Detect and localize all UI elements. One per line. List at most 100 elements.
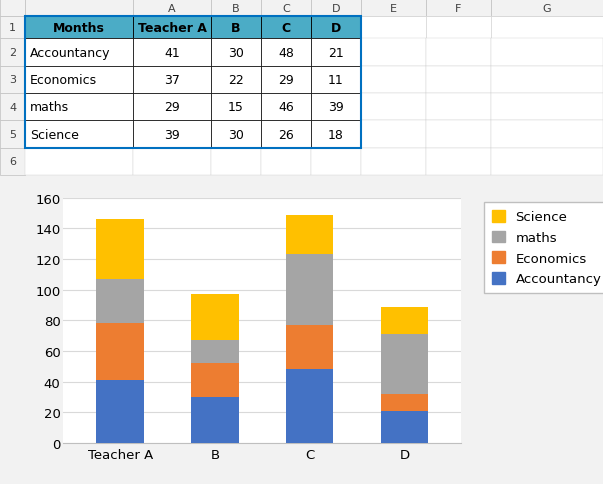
Bar <box>286 215 333 255</box>
Text: G: G <box>543 3 551 14</box>
Bar <box>361 17 426 39</box>
Bar <box>311 67 361 94</box>
Bar <box>0 67 25 94</box>
Text: Months: Months <box>53 22 105 35</box>
Bar <box>311 94 361 121</box>
Bar <box>191 295 239 341</box>
Text: 3: 3 <box>9 76 16 85</box>
Text: Teacher A: Teacher A <box>137 22 206 35</box>
Bar <box>380 411 428 443</box>
Bar <box>286 255 333 325</box>
Bar <box>261 67 311 94</box>
Bar <box>0 149 25 176</box>
Text: 29: 29 <box>278 74 294 87</box>
Bar <box>96 220 144 279</box>
Bar <box>380 334 428 394</box>
Bar <box>191 363 239 397</box>
Bar <box>211 149 261 176</box>
Bar <box>96 324 144 380</box>
Bar <box>25 94 133 121</box>
Bar <box>96 279 144 324</box>
Bar <box>261 121 311 149</box>
Text: 21: 21 <box>328 46 344 60</box>
Bar <box>0 17 25 39</box>
Bar <box>361 39 426 67</box>
Bar <box>133 121 211 149</box>
Text: 1: 1 <box>9 23 16 33</box>
Text: C: C <box>282 3 290 14</box>
Bar <box>286 325 333 370</box>
Text: 6: 6 <box>9 157 16 167</box>
Bar <box>311 121 361 149</box>
Bar <box>0 121 25 149</box>
Bar <box>261 94 311 121</box>
Bar <box>311 17 361 39</box>
Bar <box>133 17 211 39</box>
Bar <box>261 0 311 17</box>
Bar <box>491 149 603 176</box>
Bar <box>25 17 361 149</box>
Text: A: A <box>168 3 176 14</box>
Bar <box>491 17 603 39</box>
Bar <box>211 67 261 94</box>
Text: B: B <box>231 22 241 35</box>
Bar <box>133 94 211 121</box>
Bar <box>426 0 491 17</box>
Text: 37: 37 <box>164 74 180 87</box>
Text: 30: 30 <box>228 128 244 141</box>
Bar <box>0 0 25 17</box>
Bar <box>491 67 603 94</box>
Bar <box>25 17 133 39</box>
Bar <box>0 94 25 121</box>
Text: 11: 11 <box>328 74 344 87</box>
Text: D: D <box>331 22 341 35</box>
Bar <box>361 121 426 149</box>
Bar <box>25 67 133 94</box>
Text: 39: 39 <box>164 128 180 141</box>
Bar <box>361 0 426 17</box>
Text: Science: Science <box>30 128 79 141</box>
Text: 18: 18 <box>328 128 344 141</box>
Bar <box>133 39 211 67</box>
Text: 4: 4 <box>9 103 16 112</box>
Bar <box>0 39 25 67</box>
Bar <box>491 121 603 149</box>
Text: C: C <box>282 22 291 35</box>
Text: Economics: Economics <box>30 74 97 87</box>
Bar <box>25 121 133 149</box>
Bar <box>426 94 491 121</box>
Bar <box>25 0 133 17</box>
Legend: Science, maths, Economics, Accountancy: Science, maths, Economics, Accountancy <box>484 203 603 294</box>
Text: Accountancy: Accountancy <box>30 46 110 60</box>
Bar <box>191 341 239 363</box>
Bar <box>261 149 311 176</box>
Bar <box>311 39 361 67</box>
Bar <box>426 149 491 176</box>
Bar <box>491 39 603 67</box>
Bar <box>25 149 133 176</box>
Bar <box>261 17 311 39</box>
Bar <box>261 39 311 67</box>
Bar <box>361 149 426 176</box>
Bar <box>211 121 261 149</box>
Text: 5: 5 <box>9 130 16 140</box>
Bar <box>211 0 261 17</box>
Text: 39: 39 <box>328 101 344 114</box>
Bar <box>133 149 211 176</box>
Bar <box>426 121 491 149</box>
Text: maths: maths <box>30 101 69 114</box>
Bar <box>426 67 491 94</box>
Bar <box>133 67 211 94</box>
Bar <box>426 39 491 67</box>
Bar <box>491 0 603 17</box>
Bar <box>191 397 239 443</box>
Bar <box>211 94 261 121</box>
Bar <box>211 39 261 67</box>
Text: 46: 46 <box>278 101 294 114</box>
Text: F: F <box>455 3 462 14</box>
Text: 26: 26 <box>278 128 294 141</box>
Bar <box>311 149 361 176</box>
Text: 48: 48 <box>278 46 294 60</box>
Text: 15: 15 <box>228 101 244 114</box>
Bar <box>361 67 426 94</box>
